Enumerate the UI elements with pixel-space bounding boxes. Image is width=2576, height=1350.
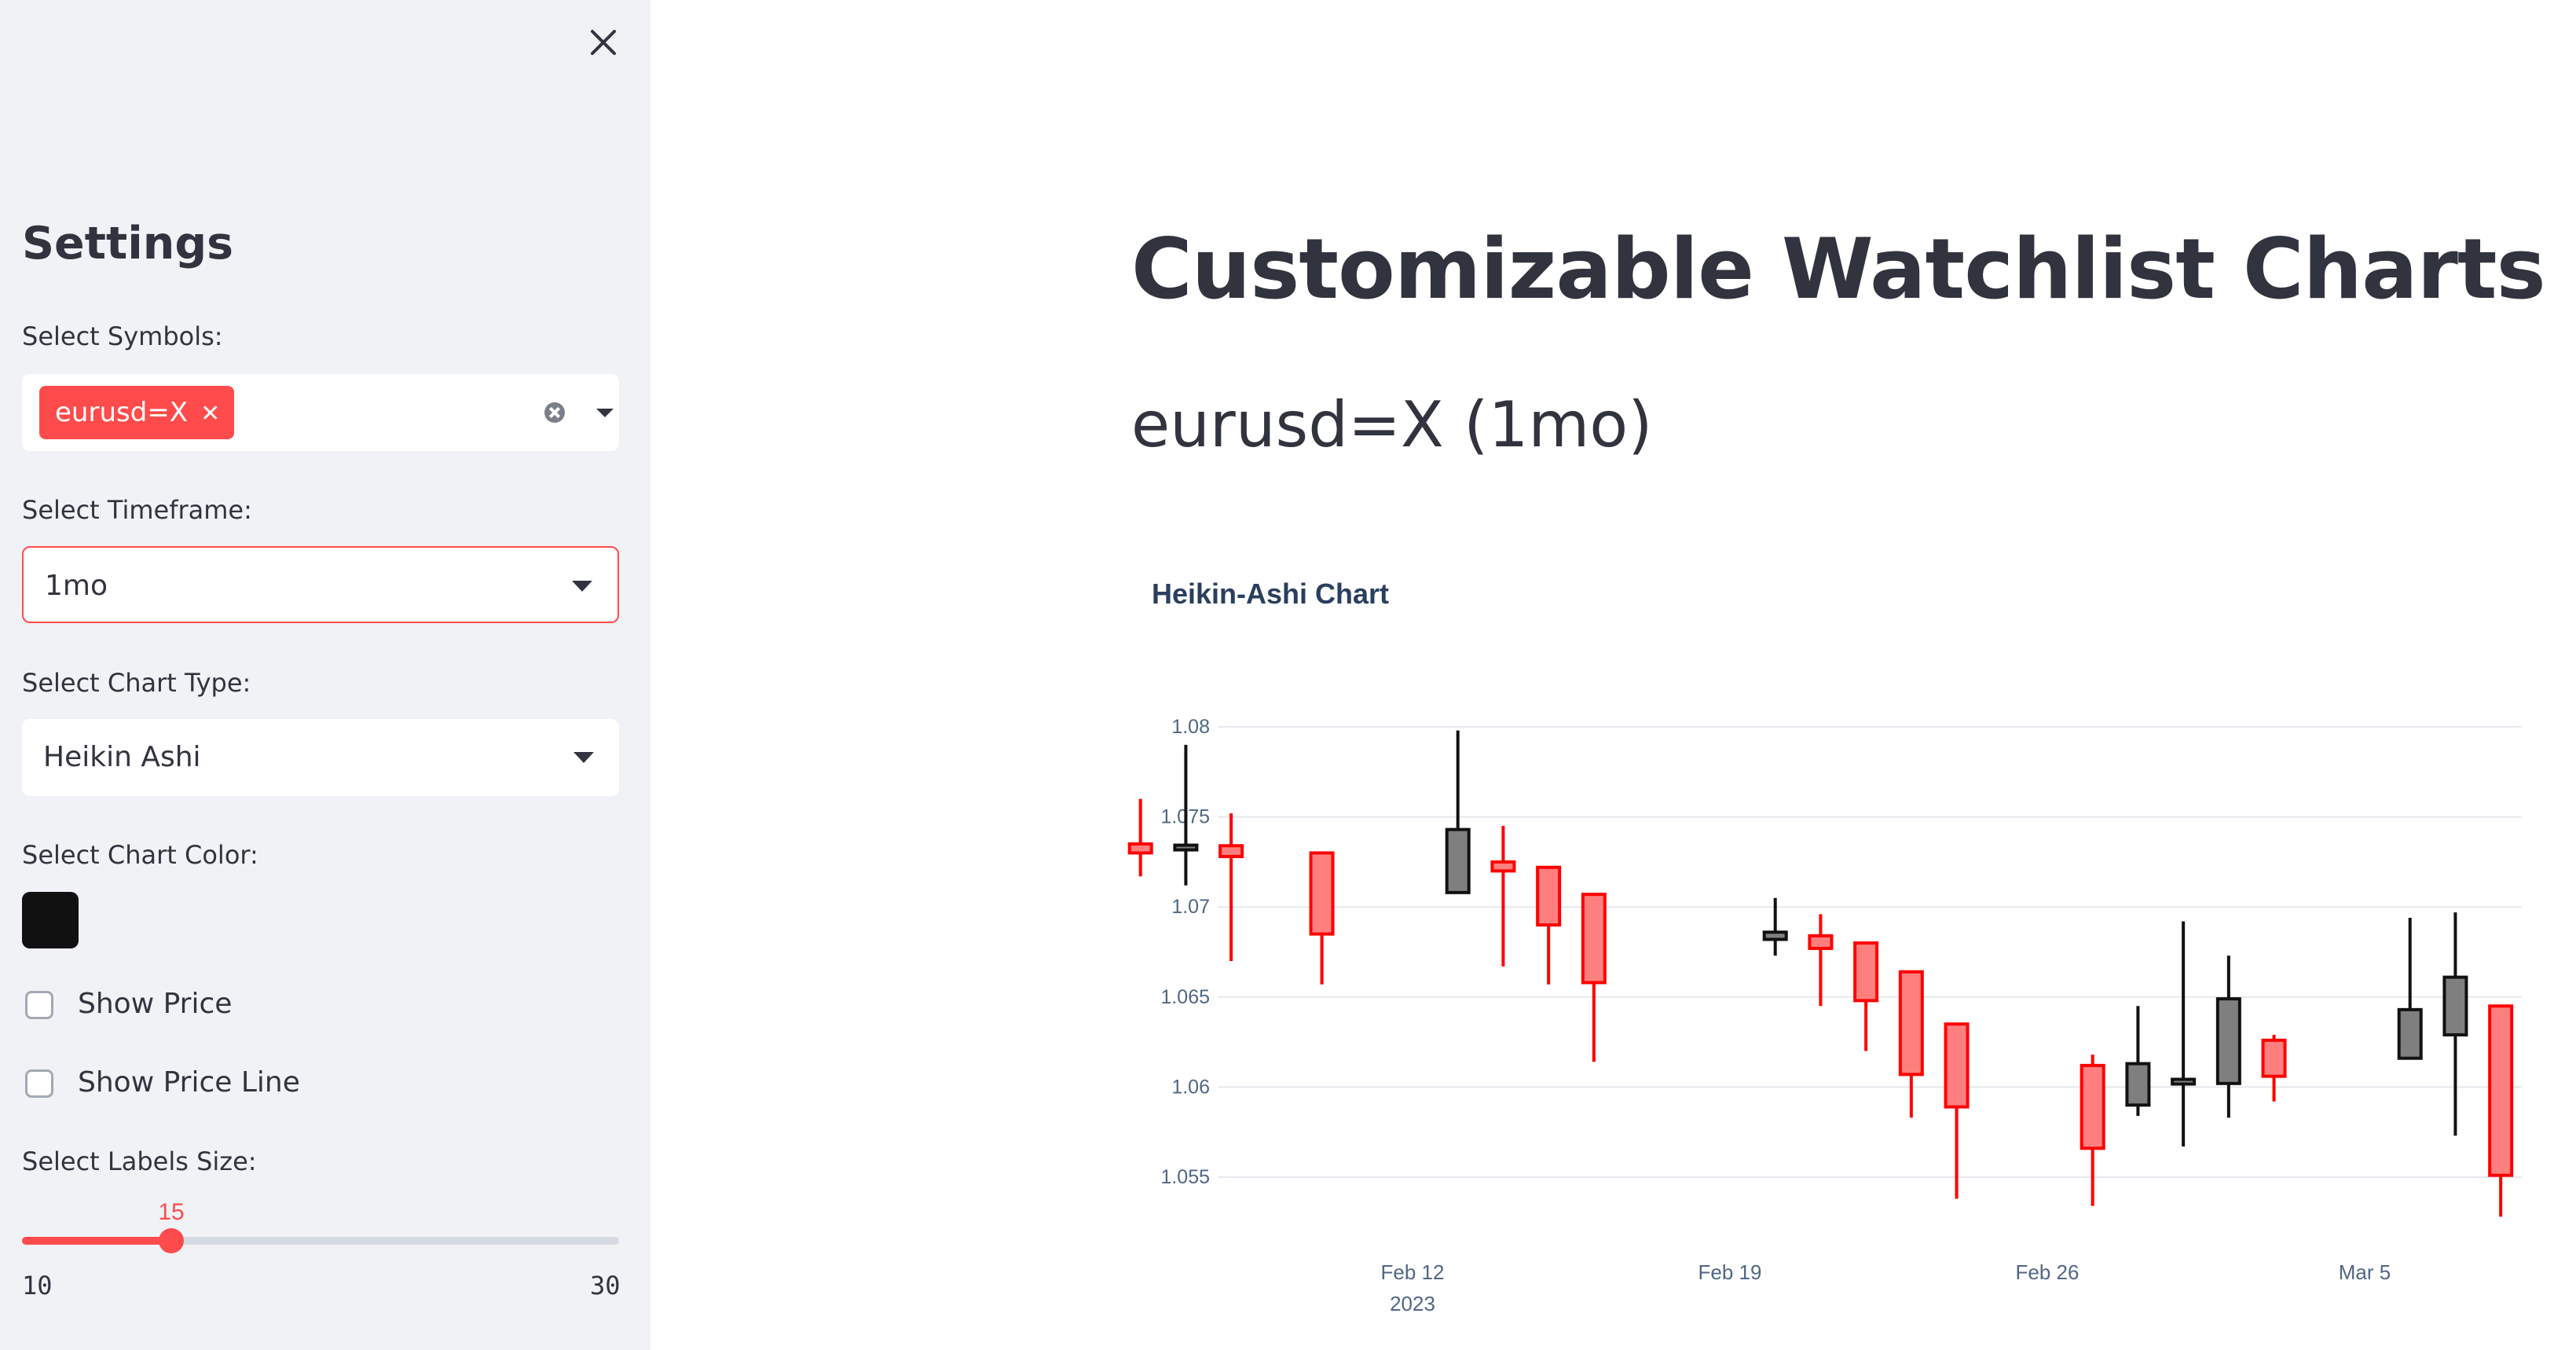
show-price-line-label: Show Price Line: [78, 1066, 300, 1099]
page-title: Customizable Watchlist Charts: [1131, 221, 2546, 317]
chart-color-label: Select Chart Color:: [22, 840, 258, 870]
labels-size-label: Select Labels Size:: [22, 1146, 257, 1176]
y-tick-label: 1.06: [1171, 1076, 1210, 1098]
slider-value: 15: [158, 1199, 185, 1225]
chevron-down-icon: [573, 752, 594, 763]
candle-body: [1218, 844, 1244, 859]
slider-fill: [22, 1237, 171, 1245]
chevron-down-icon[interactable]: [596, 409, 614, 417]
symbols-label: Select Symbols:: [22, 321, 223, 351]
candle-body: [2079, 1063, 2105, 1150]
labels-size-slider[interactable]: 15: [22, 1201, 619, 1253]
timeframe-value: 1mo: [45, 570, 108, 602]
x-tick-sublabel: 2023: [1390, 1292, 1435, 1315]
candle-body: [1445, 827, 1471, 894]
candle-body: [2125, 1062, 2151, 1107]
symbol-tag-label: eurusd=X: [55, 397, 189, 428]
timeframe-select[interactable]: 1mo: [22, 546, 619, 623]
chevron-down-icon: [572, 581, 592, 592]
candle-body: [1309, 851, 1335, 936]
candle-body: [1808, 934, 1834, 950]
chart-heading: eurusd=X (1mo): [1131, 388, 1653, 461]
remove-tag-icon[interactable]: ✕: [200, 400, 221, 427]
candle-body: [1762, 930, 1788, 941]
candle-body: [1173, 843, 1199, 852]
candle-body: [2397, 1007, 2423, 1060]
slider-max-label: 30: [590, 1271, 621, 1300]
chart-type-value: Heikin Ashi: [43, 741, 201, 773]
x-tick-label: Mar 5: [2339, 1260, 2391, 1284]
chart-type-label: Select Chart Type:: [22, 668, 251, 698]
sidebar-title: Settings: [22, 218, 234, 270]
show-price-label: Show Price: [78, 988, 233, 1020]
symbols-multiselect[interactable]: eurusd=X ✕: [22, 374, 619, 451]
color-picker[interactable]: [22, 892, 79, 948]
y-tick-label: 1.07: [1171, 896, 1210, 918]
heikin-ashi-chart: Heikin-Ashi Chart1.0551.061.0651.071.075…: [1127, 578, 2522, 1315]
x-tick-label: Feb 12: [1381, 1260, 1445, 1284]
candle-body: [1898, 970, 1924, 1077]
sidebar: Settings Select Symbols: eurusd=X ✕ Selec…: [0, 0, 650, 1350]
y-tick-label: 1.08: [1171, 716, 1210, 738]
clear-all-icon[interactable]: [544, 402, 565, 423]
close-icon[interactable]: [584, 24, 622, 61]
candle-body: [1490, 860, 1516, 873]
candle-body: [1853, 941, 1879, 1003]
x-tick-label: Feb 19: [1698, 1260, 1762, 1284]
checkbox-box[interactable]: [25, 1069, 53, 1098]
candle-body: [2215, 997, 2241, 1085]
candle-body: [2488, 1004, 2514, 1177]
slider-thumb[interactable]: [159, 1228, 184, 1253]
chart-type-select[interactable]: Heikin Ashi: [22, 719, 619, 796]
candle-body: [2261, 1038, 2287, 1078]
candle-body: [2442, 975, 2468, 1036]
slider-min-label: 10: [22, 1271, 53, 1300]
checkbox-box[interactable]: [25, 991, 53, 1019]
candle-body: [1536, 865, 1562, 927]
candle-body: [1127, 842, 1153, 855]
chart-title: Heikin-Ashi Chart: [1152, 578, 1389, 610]
y-tick-label: 1.065: [1160, 986, 1210, 1008]
candle-body: [1581, 893, 1607, 985]
y-tick-label: 1.055: [1160, 1166, 1210, 1188]
x-tick-label: Feb 26: [2016, 1260, 2079, 1284]
candle-body: [2171, 1077, 2197, 1086]
timeframe-label: Select Timeframe:: [22, 495, 252, 525]
symbol-tag: eurusd=X ✕: [39, 386, 235, 439]
candle-body: [1944, 1022, 1970, 1109]
